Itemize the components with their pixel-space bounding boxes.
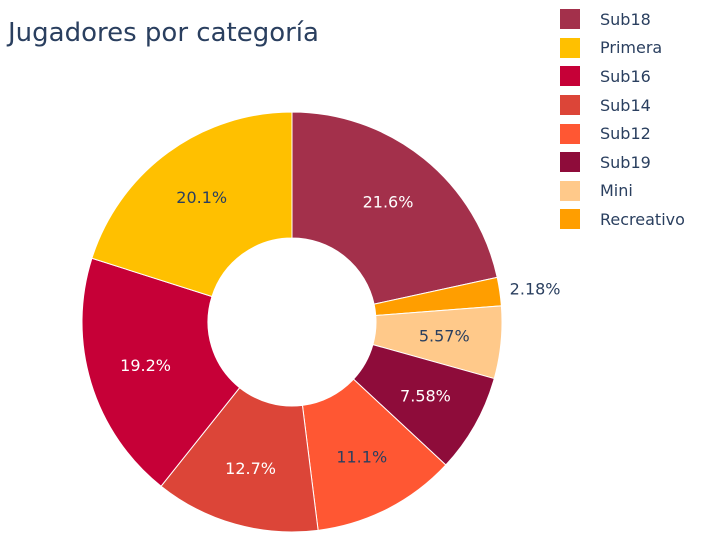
slice-label-sub16: 19.2% [120, 356, 171, 375]
legend-swatch [560, 37, 580, 58]
legend-label: Sub14 [600, 95, 651, 115]
slice-sub18[interactable] [291, 111, 498, 305]
slice-label-sub14: 12.7% [225, 459, 276, 478]
legend-swatch [560, 152, 580, 173]
slice-label-sub18: 21.6% [363, 192, 414, 211]
legend-label: Sub12 [600, 124, 651, 144]
slice-label-sub19: 7.58% [400, 386, 451, 405]
legend-item-mini[interactable]: Mini [560, 177, 703, 206]
legend-swatch [560, 66, 580, 87]
slice-sub14[interactable] [160, 386, 319, 533]
slice-sub16[interactable] [81, 257, 241, 487]
legend-label: Sub16 [600, 66, 651, 86]
chart-title: Jugadores por categoría [8, 18, 319, 48]
legend-swatch [560, 9, 580, 30]
slice-label-recreativo: 2.18% [510, 280, 561, 299]
legend-item-sub19[interactable]: Sub19 [560, 148, 703, 177]
slice-label-primera: 20.1% [176, 188, 227, 207]
legend-label: Sub19 [600, 152, 651, 172]
slice-label-sub12: 11.1% [336, 448, 387, 467]
slice-sub12[interactable] [301, 378, 447, 531]
legend-item-recreativo[interactable]: Recreativo [560, 205, 703, 234]
legend-swatch [560, 180, 580, 201]
legend-label: Primera [600, 38, 663, 58]
legend-item-sub12[interactable]: Sub12 [560, 119, 703, 148]
legend-label: Sub18 [600, 9, 651, 29]
slice-primera[interactable] [91, 111, 293, 298]
legend-item-sub16[interactable]: Sub16 [560, 62, 703, 91]
legend-label: Mini [600, 181, 633, 201]
legend: Sub18 Primera Sub16 Sub14 Sub12 Sub19 Mini Recr… [560, 5, 703, 234]
legend-label: Recreativo [600, 209, 685, 229]
legend-item-primera[interactable]: Primera [560, 34, 703, 63]
slice-label-mini: 5.57% [419, 326, 470, 345]
legend-item-sub14[interactable]: Sub14 [560, 91, 703, 120]
legend-swatch [560, 123, 580, 144]
legend-swatch [560, 209, 580, 230]
legend-swatch [560, 95, 580, 116]
legend-item-sub18[interactable]: Sub18 [560, 5, 703, 34]
